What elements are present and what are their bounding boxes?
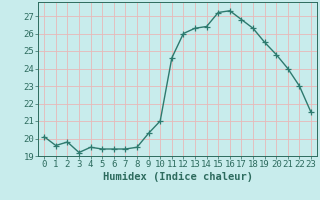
X-axis label: Humidex (Indice chaleur): Humidex (Indice chaleur): [103, 172, 252, 182]
